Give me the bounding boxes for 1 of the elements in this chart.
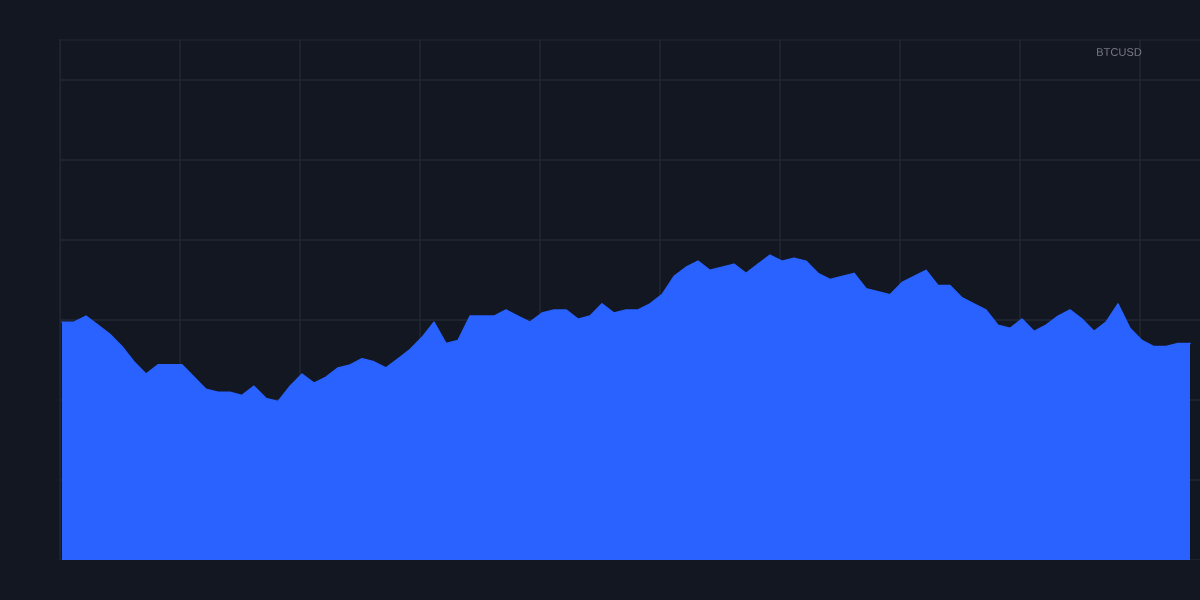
text: BTCUSD bbox=[1097, 48, 1142, 56]
